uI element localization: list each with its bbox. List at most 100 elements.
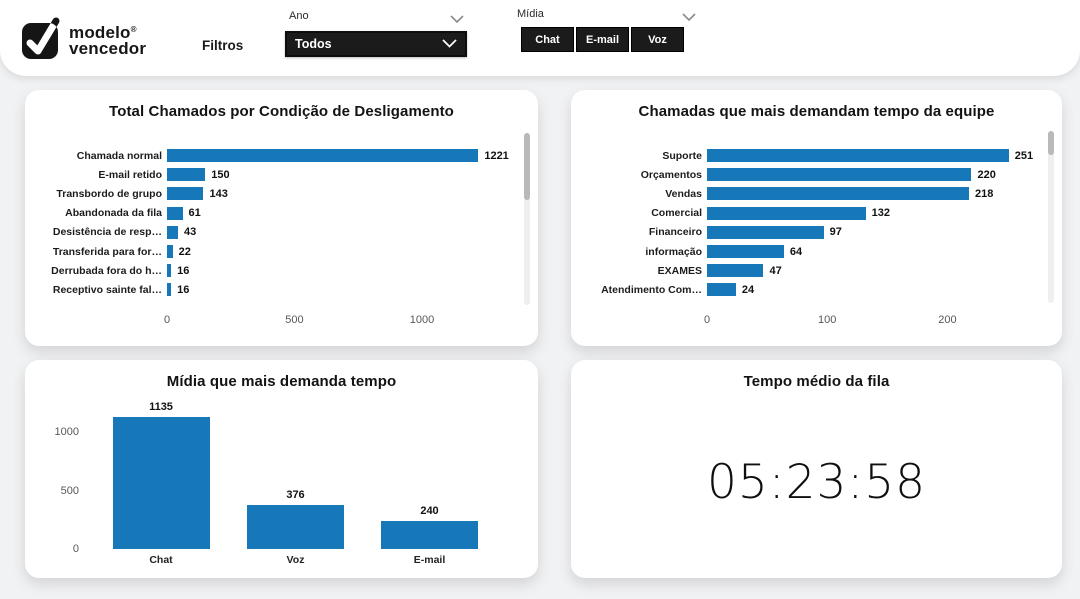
chart-rows: Suporte 251 Orçamentos 220 Vendas 218 Comercia… [579,146,1033,300]
midia-chat-button[interactable]: Chat [521,27,574,52]
axis-tick-label: 200 [938,314,957,326]
midia-email-button[interactable]: E-mail [576,27,629,52]
value-label: 251 [1014,149,1034,162]
value-label: 1135 [149,400,173,413]
bar[interactable] [707,225,824,239]
chart-row: informação 64 [579,242,1033,261]
bar[interactable] [167,283,172,297]
category-label: Orçamentos [640,168,702,181]
value-label: 43 [183,226,197,239]
chart-scrollbar-thumb[interactable] [1048,131,1054,155]
category-label: Chamada normal [76,149,162,162]
chart-row: E-mail retido 150 [33,165,509,184]
bar[interactable] [247,505,344,549]
card-midia-demanda-tempo: Mídia que mais demanda tempo 1000 500 0 113… [25,360,538,578]
value-label: 47 [769,264,782,277]
bar[interactable] [167,168,206,182]
chart-title: Chamadas que mais demandam tempo da equi… [638,103,995,120]
value-label: 61 [188,207,201,220]
category-label: Receptivo sainte fal… [52,283,162,296]
bar[interactable] [381,521,478,549]
axis-tick-label: 0 [72,543,79,555]
chart-row: Receptivo sainte fal… 16 [33,280,509,299]
bar[interactable] [707,168,972,182]
category-label: E-mail retido [98,168,162,181]
value-label: 24 [741,283,755,296]
chart-scrollbar-track [1048,131,1054,303]
category-label: Desistência de resp… [52,226,162,239]
category-label: Suporte [662,149,702,162]
value-label: 376 [286,489,305,502]
category-label: Transbordo de grupo [56,187,162,200]
card-tempo-medio-fila: Tempo médio da fila 05:23:58 [571,360,1062,578]
bar[interactable] [707,264,764,278]
ano-dropdown[interactable]: Todos [285,31,467,57]
value-label: 16 [177,283,190,296]
chart-row: EXAMES 47 [579,261,1033,280]
category-label: Voz [286,554,305,566]
ano-slicer-label: Ano [289,10,309,22]
category-label: Transferida para for… [52,245,162,258]
chart-rows: Chamada normal 1221 E-mail retido 150 Transb… [33,146,509,300]
bar[interactable] [707,283,736,297]
bar[interactable] [167,225,178,239]
logo-wordmark: modelo® vencedor [69,23,147,58]
axis-tick-label: 0 [703,314,711,326]
value-label: 16 [177,264,190,277]
card-chamados-por-desligamento: Total Chamados por Condição de Desligame… [25,90,538,346]
logo-checkmark-icon [22,15,62,64]
value-label: 150 [211,168,230,181]
value-label: 143 [209,187,228,200]
bar[interactable] [112,416,210,549]
value-label: 1221 [484,149,509,162]
category-label: informação [645,245,702,258]
axis-tick-label: 500 [60,484,79,497]
bar[interactable] [707,149,1009,163]
value-label: 218 [975,187,994,200]
axis-tick-label: 500 [285,314,304,326]
ano-slicer-collapse-chevron-icon[interactable] [450,11,464,29]
axis-tick-label: 0 [163,314,171,326]
category-label: Atendimento Com… [601,283,702,296]
chart-row: Orçamentos 220 [579,165,1033,184]
x-axis: 0 500 1000 [33,314,546,328]
vbar-chart-midia: 1000 500 0 1135 Chat 376 Voz 240 E-mail [25,360,538,578]
bar[interactable] [167,206,183,220]
value-label: 97 [829,226,842,239]
logo: modelo® vencedor [22,15,146,64]
bar[interactable] [707,206,866,220]
value-label: 64 [789,245,803,258]
x-axis: 0 100 200 [579,314,1070,328]
midia-slicer-collapse-chevron-icon[interactable] [682,9,696,27]
category-label: Abandonada da fila [65,207,162,220]
bar[interactable] [167,187,204,201]
filters-label: Filtros [202,38,244,53]
value-label: 22 [178,245,191,258]
dropdown-chevron-icon [442,35,457,53]
chart-row: Comercial 132 [579,204,1033,223]
category-label: Vendas [665,187,702,200]
bar[interactable] [707,187,970,201]
category-label: Derrubada fora do h… [51,264,162,277]
bar[interactable] [167,264,172,278]
midia-slicer-label: Mídia [517,8,544,20]
axis-tick-label: 1000 [409,314,435,326]
midia-voz-button[interactable]: Voz [631,27,684,52]
chart-row: Financeiro 97 [579,223,1033,242]
kpi-title: Tempo médio da fila [743,373,890,390]
category-label: E-mail [413,554,446,566]
chart-row: Chamada normal 1221 [33,146,509,165]
category-label: Comercial [651,207,702,220]
chart-row: Suporte 251 [579,146,1033,165]
chart-row: Abandonada da fila 61 [33,204,509,223]
chart-row: Transbordo de grupo 143 [33,184,509,203]
header-bar: modelo® vencedor Filtros Ano Todos Mídia… [0,0,1080,76]
chart-scrollbar-thumb[interactable] [524,133,530,200]
bar[interactable] [167,245,173,259]
bar[interactable] [167,149,479,163]
bar[interactable] [707,245,784,259]
axis-tick-label: 1000 [54,426,79,439]
axis-tick-label: 100 [818,314,837,326]
category-label: Financeiro [648,226,702,239]
chart-row: Vendas 218 [579,184,1033,203]
